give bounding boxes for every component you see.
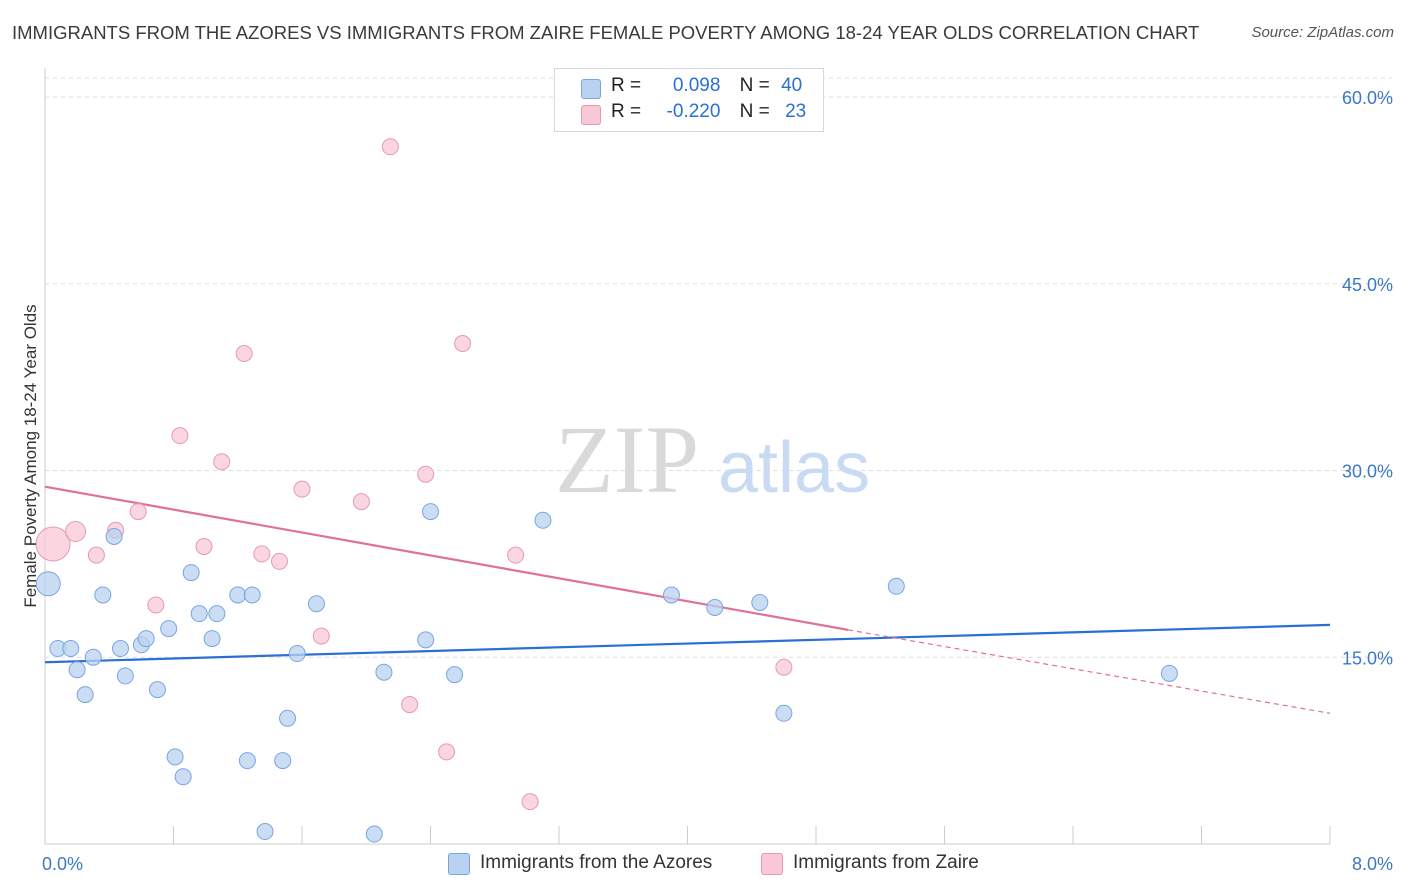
- azores-r-value: 0.098: [672, 75, 721, 96]
- azores-point: [274, 752, 292, 770]
- chart-title: IMMIGRANTS FROM THE AZORES VS IMMIGRANTS…: [12, 22, 1200, 43]
- azores-point: [887, 577, 905, 595]
- zaire-point: [312, 627, 330, 645]
- azores-point: [375, 663, 393, 681]
- zaire-point: [87, 546, 105, 564]
- zaire-trend-line: [44, 485, 849, 631]
- azores-point: [62, 640, 80, 658]
- zaire-point: [454, 335, 472, 353]
- azores-point: [417, 631, 435, 649]
- azores-legend-swatch: [448, 853, 470, 875]
- zaire-point: [352, 493, 370, 511]
- r-label: R =: [611, 75, 642, 96]
- azores-point: [365, 825, 383, 843]
- azores-point: [160, 620, 178, 638]
- azores-point: [166, 748, 184, 766]
- x-tick-label-max: 8.0%: [1352, 854, 1393, 874]
- azores-point: [35, 571, 61, 597]
- data-points: [35, 138, 1178, 843]
- zaire-point: [293, 480, 311, 498]
- zaire-legend-swatch: [761, 853, 783, 875]
- tick-labels: 15.0% 30.0% 45.0% 60.0% 0.0% 8.0%: [42, 88, 1393, 874]
- axes: [44, 68, 1331, 845]
- zaire-point: [213, 453, 231, 471]
- azores-point: [116, 667, 134, 685]
- watermark-zip: ZIP: [555, 406, 699, 513]
- zaire-legend-label: Immigrants from Zaire: [793, 852, 979, 873]
- watermark-atlas: atlas: [718, 428, 870, 508]
- zaire-point: [381, 138, 399, 156]
- azores-point: [137, 630, 155, 648]
- zaire-n-value: 23: [785, 101, 807, 122]
- zaire-point: [65, 521, 87, 543]
- zaire-point: [195, 537, 213, 555]
- azores-point: [68, 661, 86, 679]
- azores-point: [190, 605, 208, 623]
- azores-point: [256, 823, 274, 841]
- y-tick-label: 15.0%: [1342, 648, 1393, 668]
- watermark: ZIP atlas: [555, 406, 870, 513]
- azores-point: [1160, 664, 1178, 682]
- zaire-point: [271, 552, 289, 570]
- zaire-point: [438, 743, 456, 761]
- zaire-point: [507, 546, 525, 564]
- azores-point: [706, 598, 724, 616]
- x-tick-label-min: 0.0%: [42, 854, 83, 874]
- azores-point: [238, 752, 256, 770]
- azores-point: [229, 586, 247, 604]
- azores-point: [662, 586, 680, 604]
- azores-point: [174, 768, 192, 786]
- legend-azores-text: R = 0.098 N = 40: [611, 75, 802, 97]
- zaire-point: [35, 526, 71, 562]
- y-tick-label: 45.0%: [1342, 275, 1393, 295]
- zaire-swatch: [581, 105, 601, 125]
- azores-point: [182, 564, 200, 582]
- azores-point: [446, 666, 464, 684]
- azores-point: [111, 640, 129, 658]
- y-axis-label: Female Poverty Among 18-24 Year Olds: [21, 304, 40, 607]
- azores-point: [307, 595, 325, 613]
- azores-point: [208, 605, 226, 623]
- azores-point: [94, 586, 112, 604]
- azores-point: [288, 645, 306, 663]
- zaire-point: [129, 503, 147, 521]
- azores-point: [775, 704, 793, 722]
- r-label: R =: [611, 101, 642, 122]
- n-label: N =: [739, 101, 770, 122]
- zaire-r-value: -0.220: [666, 101, 721, 122]
- azores-point: [422, 503, 439, 521]
- source-label: Source: ZipAtlas.com: [1251, 24, 1394, 41]
- azores-legend-label: Immigrants from the Azores: [480, 852, 713, 873]
- correlation-legend: R = 0.098 N = 40 R = -0.220 N = 23: [554, 68, 824, 132]
- y-tick-label: 30.0%: [1342, 462, 1393, 482]
- azores-n-value: 40: [781, 75, 803, 96]
- zaire-point: [401, 696, 419, 714]
- zaire-point: [775, 658, 793, 676]
- azores-point: [76, 686, 94, 704]
- legend-zaire-text: R = -0.220 N = 23: [611, 101, 806, 123]
- n-label: N =: [739, 75, 770, 96]
- azores-point: [84, 648, 102, 666]
- azores-swatch: [581, 79, 601, 99]
- gridlines: [45, 77, 1392, 658]
- azores-point: [751, 593, 769, 611]
- zaire-point: [417, 465, 435, 483]
- zaire-point: [253, 545, 271, 563]
- azores-trend-line: [44, 623, 1331, 664]
- zaire-point: [171, 427, 189, 445]
- zaire-trend-extension: [848, 629, 1331, 714]
- azores-point: [243, 586, 261, 604]
- azores-point: [279, 709, 297, 727]
- y-tick-label: 60.0%: [1342, 88, 1393, 108]
- azores-point: [534, 511, 552, 529]
- azores-point: [148, 681, 166, 699]
- zaire-point: [521, 793, 539, 811]
- azores-point: [105, 527, 123, 545]
- zaire-point: [147, 596, 165, 614]
- zaire-point: [235, 344, 253, 362]
- azores-point: [203, 630, 221, 648]
